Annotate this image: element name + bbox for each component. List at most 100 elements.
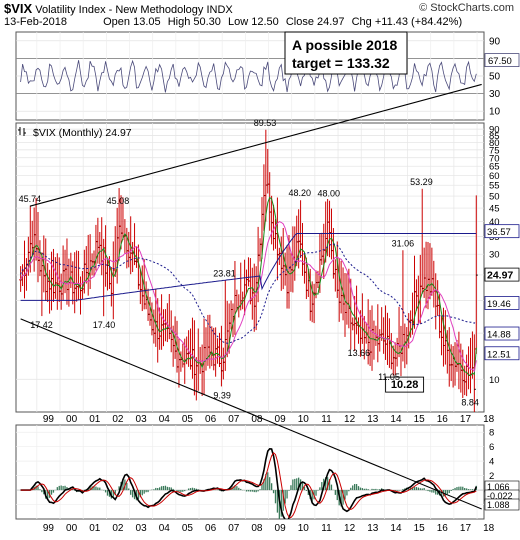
lower-trendline [20, 318, 482, 510]
open-label: Open [103, 16, 131, 28]
moving-average-long [20, 233, 477, 301]
macd-tick-label: 4 [489, 457, 494, 468]
x-tick-label: 18 [483, 414, 495, 425]
x-tick-label: 05 [182, 414, 194, 425]
x-tick-label: 99 [43, 523, 55, 534]
open-value: 13.05 [133, 16, 161, 28]
x-tick-label: 17 [460, 523, 472, 534]
x-tick-label: 11 [321, 414, 332, 425]
price-x-axis: 99 00 01 02 03 04 05 06 07 08 09 10 11 12 13 14 15 16 17 18 [43, 414, 495, 425]
macd-right-value: -0.022 [487, 491, 513, 501]
price-tick-label: 80 [489, 138, 500, 149]
x-tick-label: 09 [275, 414, 287, 425]
low-label: Low [227, 16, 249, 28]
x-tick-label: 05 [182, 523, 194, 534]
rsi-tick-label: 50 [489, 72, 501, 83]
x-tick-label: 14 [390, 414, 402, 425]
price-tick-label: 65 [489, 162, 500, 173]
peak-label: 45.08 [107, 196, 130, 206]
security-name: Volatility Index - New Methodology [35, 4, 204, 16]
macd-tick-label: 8 [489, 428, 494, 439]
x-tick-label: 04 [159, 414, 171, 425]
upper-trendline [29, 83, 482, 207]
price-right-values: 36.57 24.97 19.46 14.88 12.51 [484, 224, 520, 360]
macd-tick-label: 2 [489, 471, 494, 482]
x-tick-label: 16 [437, 414, 449, 425]
x-tick-label: 00 [66, 414, 78, 425]
price-right-value-box [484, 326, 520, 341]
high-value: 50.30 [193, 16, 221, 28]
moving-average-dashed [20, 243, 477, 344]
exchange: INDX [206, 4, 233, 16]
chg-value: +11.43 (+84.42%) [374, 16, 463, 28]
x-tick-label: 15 [414, 523, 426, 534]
price-tick-label: 70 [489, 153, 500, 164]
moving-average-short [20, 196, 477, 377]
x-tick-label: 02 [112, 414, 124, 425]
x-tick-label: 09 [275, 523, 287, 534]
x-tick-label: 17 [460, 414, 472, 425]
close-value: 24.97 [317, 16, 345, 28]
price-tick-label: 45 [489, 204, 500, 215]
x-tick-label: 07 [228, 414, 240, 425]
target-annotation: A possible 2018 target = 133.32 [284, 31, 408, 75]
x-tick-label: 99 [43, 414, 55, 425]
highlight-box [385, 376, 425, 393]
price-panel-title: $VIX (Monthly) 24.97 [33, 127, 132, 139]
trough-label: 8.84 [461, 397, 479, 407]
macd-x-axis: 99 00 01 02 03 04 05 06 07 08 09 10 11 12 13 14 15 16 17 18 [43, 523, 495, 534]
price-bars [19, 129, 478, 412]
price-tick-label: 90 [489, 125, 500, 136]
chg-label: Chg [351, 16, 372, 28]
x-tick-label: 02 [112, 523, 124, 534]
x-tick-label: 07 [228, 523, 240, 534]
peak-label: 48.20 [289, 188, 312, 198]
symbol: $VIX [4, 1, 33, 16]
trough-label: 17.40 [93, 320, 116, 330]
annotation-line1: A possible 2018 [292, 37, 398, 53]
x-tick-label: 10 [298, 414, 310, 425]
macd-right-value: 1.088 [487, 500, 510, 510]
price-tick-label: 10 [489, 375, 500, 386]
macd-tick-label: 6 [489, 442, 494, 453]
macd-right-value: 1.066 [487, 482, 510, 492]
x-tick-label: 16 [437, 523, 449, 534]
x-tick-label: 08 [251, 523, 263, 534]
x-tick-label: 11 [321, 523, 332, 534]
x-tick-label: 08 [251, 414, 263, 425]
x-tick-label: 06 [205, 414, 217, 425]
price-right-value-box [484, 224, 520, 239]
price-right-value: 14.88 [487, 330, 511, 341]
price-tick-label: 40 [489, 217, 500, 228]
rsi-last-box [484, 53, 520, 67]
price-tick-label: 60 [489, 171, 500, 182]
x-tick-label: 04 [159, 523, 171, 534]
x-tick-label: 15 [414, 414, 426, 425]
peak-label: 89.53 [254, 118, 277, 128]
x-tick-label: 12 [344, 523, 356, 534]
rsi-panel: 1030507090 67.50 [15, 31, 520, 121]
credit: © StockCharts.com [419, 2, 514, 14]
x-tick-label: 18 [483, 523, 495, 534]
rsi-tick-label: 90 [489, 36, 501, 47]
price-panel: 1015202530354045505560657075808590 45.74… [15, 118, 520, 413]
high-label: High [167, 16, 191, 28]
rsi-tick-label: 10 [489, 107, 501, 118]
x-tick-label: 12 [344, 414, 356, 425]
rsi-tick-label: 30 [489, 89, 501, 100]
rsi-last-label: 67.50 [488, 56, 512, 67]
rsi-last-value: 67.50 [484, 53, 520, 67]
price-right-value: 24.97 [487, 270, 513, 282]
peak-label: 45.74 [19, 194, 42, 204]
peak-label: 23.81 [213, 269, 236, 279]
x-tick-label: 03 [136, 523, 148, 534]
x-tick-label: 01 [89, 414, 101, 425]
price-tick-label: 30 [489, 250, 500, 261]
x-tick-label: 01 [89, 523, 101, 534]
low-value: 12.50 [251, 16, 279, 28]
price-right-value-box [484, 296, 520, 310]
